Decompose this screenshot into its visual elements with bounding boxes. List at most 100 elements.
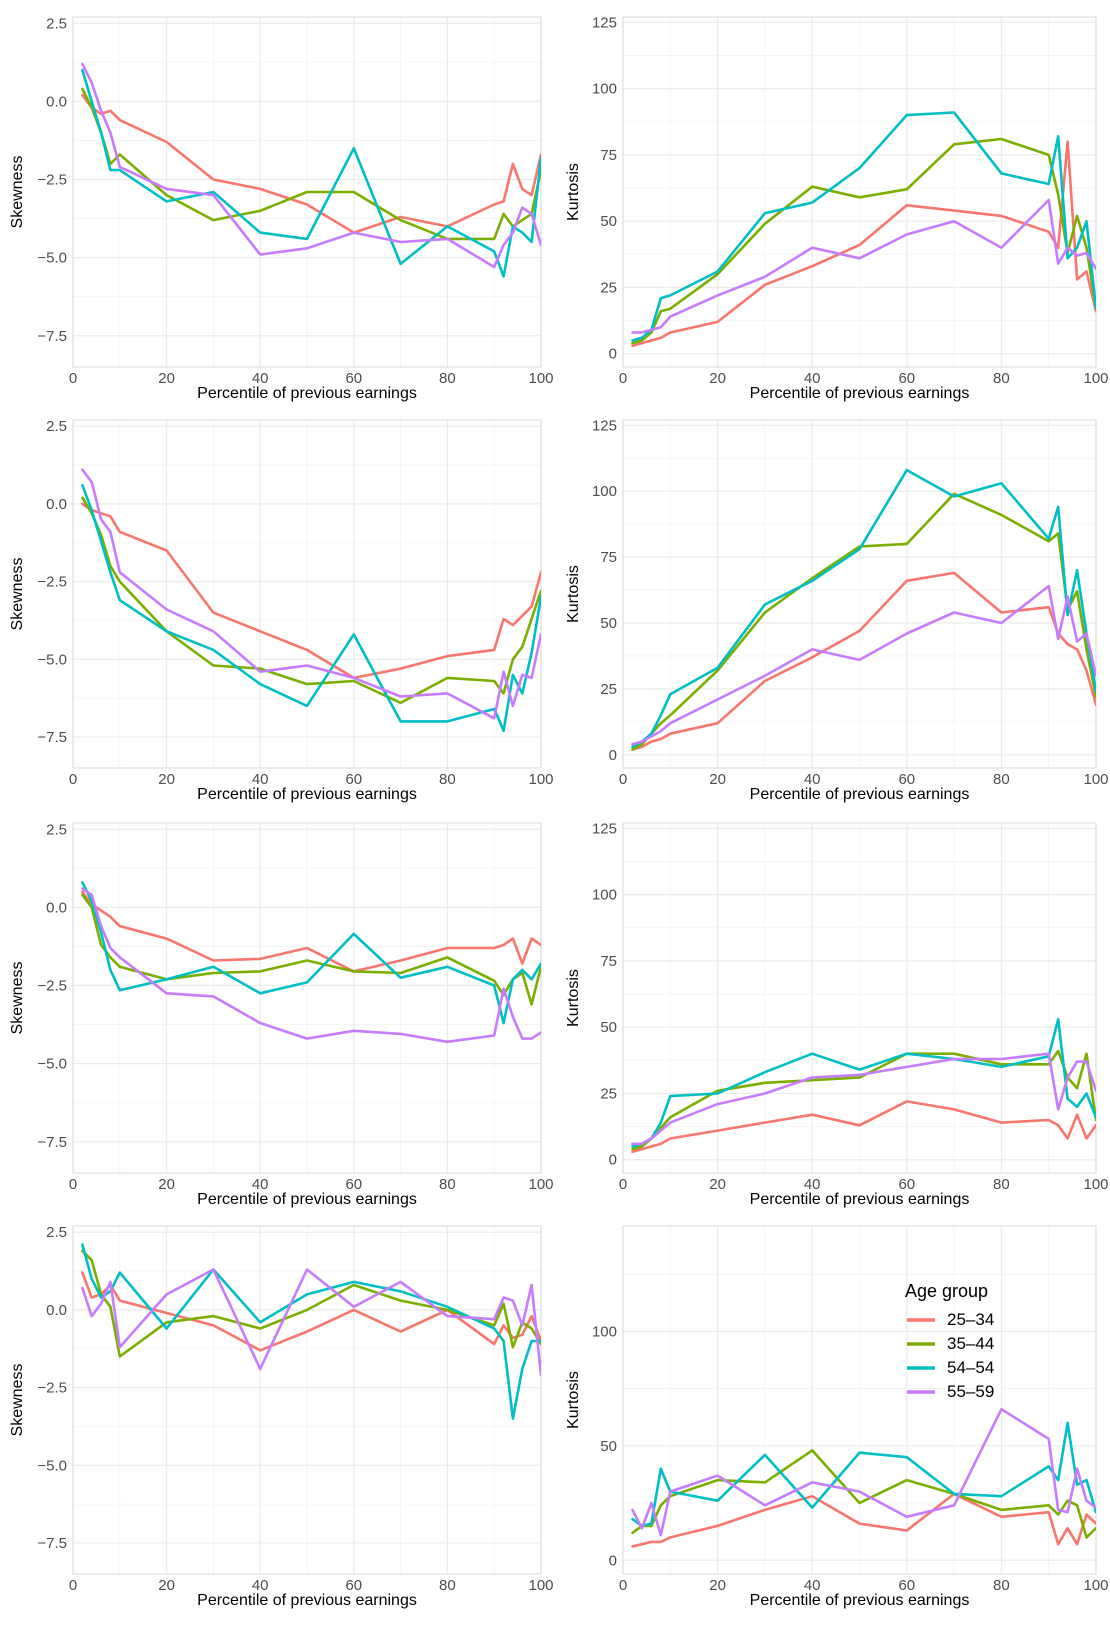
y-tick-label: 75	[600, 147, 617, 164]
series-line-55–59	[81, 887, 541, 1044]
x-tick-label: 80	[439, 771, 456, 788]
y-axis-title: Skewness	[9, 156, 26, 229]
x-tick-label: 80	[993, 1176, 1010, 1193]
x-tick-label: 20	[158, 1176, 175, 1193]
x-tick-label: 20	[158, 1577, 175, 1594]
y-tick-label: 25	[600, 279, 617, 296]
x-tick-label: 60	[898, 1577, 915, 1594]
series-group	[81, 881, 541, 1044]
series-line-55–59	[81, 468, 541, 720]
series-line-35–44	[81, 1249, 541, 1358]
x-tick-label: 40	[252, 1577, 269, 1594]
series-group	[631, 468, 1096, 751]
y-axis-title: Kurtosis	[565, 969, 582, 1027]
y-tick-label: −2.5	[37, 172, 67, 189]
series-line-55–59	[81, 62, 541, 269]
x-tick-label: 20	[158, 771, 175, 788]
y-tick-label: 100	[592, 483, 617, 500]
x-tick-label: 80	[993, 771, 1010, 788]
panel-border	[72, 1225, 542, 1575]
x-tick-label: 40	[804, 771, 821, 788]
y-tick-label: 100	[592, 887, 617, 904]
y-tick-label: 0	[609, 346, 617, 363]
series-line-55–59	[631, 584, 1096, 746]
y-tick-label: 75	[600, 953, 617, 970]
series-line-54–54	[631, 111, 1096, 342]
chart-panel-row4-left: −7.5 −5.0 −2.5 0.0 2.5 0 20 40 60 80 100 Percentile…	[9, 1224, 554, 1609]
chart-panel-row3-right: 0 25 50 75 100 125 0 20 40 60 80 100 Percentile of p…	[565, 820, 1109, 1208]
y-axis-title: Skewness	[9, 962, 26, 1035]
series-line-35–44	[631, 137, 1096, 345]
series-line-54–54	[631, 1421, 1096, 1528]
series-group	[81, 1243, 541, 1420]
panel-border	[622, 822, 1097, 1174]
y-tick-label: −5.0	[37, 1056, 67, 1073]
x-tick-label: 60	[345, 771, 362, 788]
chart-panel-row1-left: −7.5 −5.0 −2.5 0.0 2.5 0 20 40 60 80 100 Percentile…	[9, 15, 554, 402]
x-tick-label: 100	[1083, 1176, 1108, 1193]
y-tick-label: 2.5	[46, 418, 67, 435]
x-axis-title: Percentile of previous earnings	[197, 385, 417, 402]
series-line-25–34	[631, 1100, 1096, 1154]
y-axis-title: Kurtosis	[565, 565, 582, 623]
x-tick-label: 100	[1083, 370, 1108, 387]
y-axis-title: Kurtosis	[565, 163, 582, 221]
x-axis-title: Percentile of previous earnings	[197, 1592, 417, 1609]
y-tick-label: 125	[592, 820, 617, 837]
legend: Age group 25–34 35–44 54–54 55–59	[905, 1281, 994, 1401]
y-tick-label: 50	[600, 1019, 617, 1036]
x-axis-title: Percentile of previous earnings	[750, 385, 970, 402]
x-tick-label: 100	[1083, 1577, 1108, 1594]
y-tick-label: −5.0	[37, 651, 67, 668]
x-tick-label: 60	[345, 370, 362, 387]
y-tick-label: 0.0	[46, 899, 67, 916]
legend-label-25–34: 25–34	[947, 1310, 994, 1329]
x-tick-label: 0	[69, 771, 77, 788]
y-tick-label: 2.5	[46, 1224, 67, 1241]
y-tick-label: 0.0	[46, 1302, 67, 1319]
x-tick-label: 60	[345, 1577, 362, 1594]
x-tick-label: 20	[709, 771, 726, 788]
x-tick-label: 40	[252, 370, 269, 387]
chart-panel-row4-right: 0 50 100 0 20 40 60 80 100 Percentile of previous…	[565, 1225, 1109, 1609]
series-group	[631, 1017, 1096, 1154]
x-tick-label: 0	[69, 1176, 77, 1193]
x-tick-label: 100	[528, 370, 553, 387]
x-tick-label: 40	[252, 771, 269, 788]
x-tick-label: 20	[709, 370, 726, 387]
x-axis-title: Percentile of previous earnings	[197, 786, 417, 803]
series-line-35–44	[631, 1049, 1096, 1151]
x-tick-label: 0	[619, 370, 627, 387]
x-tick-label: 80	[439, 1176, 456, 1193]
x-tick-label: 0	[619, 771, 627, 788]
series-line-25–34	[631, 140, 1096, 348]
series-group	[631, 1407, 1096, 1548]
x-tick-label: 0	[69, 370, 77, 387]
legend-title: Age group	[905, 1281, 988, 1301]
series-line-54–54	[81, 484, 541, 732]
panel-border	[622, 419, 1097, 769]
x-tick-label: 60	[345, 1176, 362, 1193]
x-axis-title: Percentile of previous earnings	[197, 1191, 417, 1208]
y-tick-label: −7.5	[37, 729, 67, 746]
series-group	[631, 111, 1096, 348]
series-line-55–59	[631, 1407, 1096, 1537]
chart-panel-row2-left: −7.5 −5.0 −2.5 0.0 2.5 0 20 40 60 80 100 Percentile…	[9, 418, 554, 803]
chart-panel-row3-left: −7.5 −5.0 −2.5 0.0 2.5 0 20 40 60 80 100 Percentile…	[9, 821, 554, 1208]
panel-border	[72, 822, 542, 1174]
series-line-25–34	[631, 1492, 1096, 1548]
x-axis-title: Percentile of previous earnings	[750, 786, 970, 803]
x-tick-label: 60	[898, 771, 915, 788]
y-tick-label: −5.0	[37, 250, 67, 267]
series-line-25–34	[81, 502, 541, 680]
y-tick-label: 25	[600, 681, 617, 698]
y-tick-label: −2.5	[37, 574, 67, 591]
y-tick-label: 0.0	[46, 496, 67, 513]
series-group	[81, 62, 541, 278]
series-line-55–59	[631, 198, 1096, 334]
series-line-25–34	[81, 93, 541, 234]
y-tick-label: 125	[592, 417, 617, 434]
y-tick-label: −5.0	[37, 1457, 67, 1474]
x-tick-label: 100	[528, 1176, 553, 1193]
